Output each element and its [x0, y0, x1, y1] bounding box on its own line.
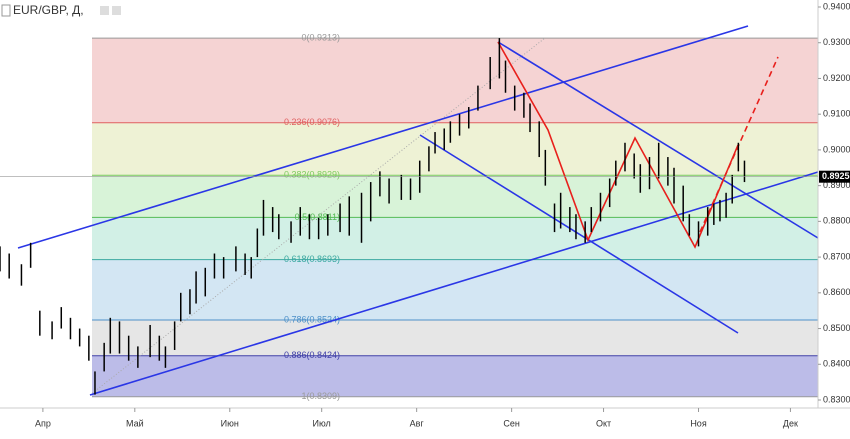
fib-zones [92, 38, 818, 397]
fib-zone [92, 259, 818, 320]
fib-label: 0.618(0.8693) [284, 254, 340, 264]
x-tick-label: Сен [503, 418, 520, 428]
fib-label: 1(0.8309) [301, 391, 340, 401]
fib-label: 0.382(0.8929) [284, 170, 340, 180]
x-tick-label: Ноя [690, 418, 707, 428]
chart-title: EUR/GBP, Д, [13, 3, 84, 17]
axes: 0.8300 0.8400 0.8500 0.8600 0.8700 0.8800 0.89… [0, 1, 850, 428]
fib-zone [92, 217, 818, 260]
x-tick-label: Авг [410, 418, 425, 428]
y-tick-label: 0.8300 [823, 394, 850, 404]
y-tick-label: 0.9400 [823, 1, 850, 11]
icon[interactable] [1, 4, 11, 17]
y-tick-label: 0.8700 [823, 251, 850, 261]
y-tick-label: 0.8800 [823, 216, 850, 226]
fib-label: 0.786(0.8524) [284, 314, 340, 324]
x-tick-label: Июн [221, 418, 239, 428]
icon[interactable] [112, 6, 121, 15]
fib-zone [92, 122, 818, 176]
x-tick-label: Май [126, 418, 144, 428]
x-tick-label: Окт [596, 418, 611, 428]
fib-label: 0(0.9313) [301, 32, 340, 42]
trend-line [497, 41, 819, 239]
x-tick-label: Июл [313, 418, 331, 428]
trend-line [89, 171, 819, 396]
fib-zone [92, 319, 818, 356]
fib-zone [92, 38, 818, 123]
drawings [17, 25, 819, 396]
last-price-label: 0.8925 [822, 171, 850, 181]
fib-label: 0.236(0.9076) [284, 117, 340, 127]
zigzag [497, 41, 739, 249]
price-bars [0, 38, 746, 395]
y-tick-label: 0.8400 [823, 359, 850, 369]
icon[interactable] [100, 6, 109, 15]
y-tick-label: 0.9100 [823, 109, 850, 119]
y-tick-label: 0.8600 [823, 287, 850, 297]
last-price-box [819, 170, 850, 183]
fib-trend [89, 37, 546, 396]
y-tick-label: 0.8500 [823, 323, 850, 333]
trend-line [419, 134, 739, 334]
y-tick-label: 0.8900 [823, 180, 850, 190]
y-tick-label: 0.9200 [823, 73, 850, 83]
fib-zone [92, 175, 818, 218]
y-tick-label: 0.9300 [823, 37, 850, 47]
y-tick-label: 0.9000 [823, 144, 850, 154]
fib-zone [92, 355, 818, 397]
x-tick-label: Дек [783, 418, 798, 428]
trend-line [17, 25, 749, 249]
x-tick-label: Апр [35, 418, 51, 428]
fib-label: 0.886(0.8424) [284, 350, 340, 360]
